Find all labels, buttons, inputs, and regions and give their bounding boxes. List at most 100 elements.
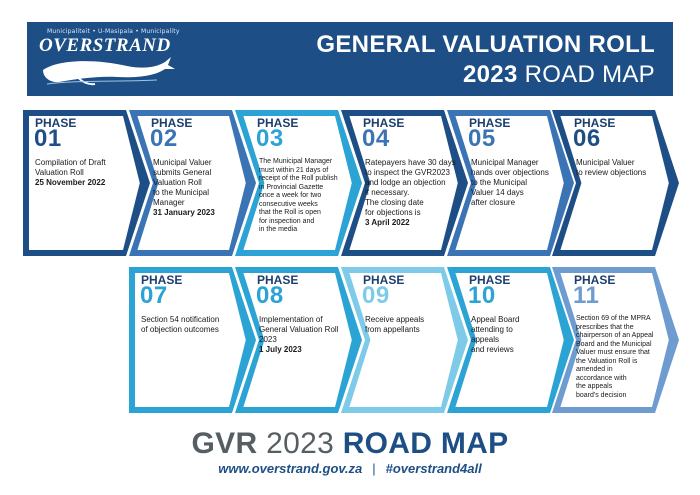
phase-10: PHASE 10 Appeal Board attending to appeals an… — [447, 267, 574, 413]
phase-text-line: Board and the Municipal — [576, 340, 652, 348]
phase-text-line: and reviews — [471, 345, 514, 354]
phase-label: PHASE — [141, 273, 183, 287]
phase-description: Compilation of Draft Valuation Roll 25 Nov… — [35, 158, 131, 188]
header-banner: Municipaliteit • U-Masipala • Municipali… — [27, 22, 673, 96]
phase-label: PHASE — [574, 116, 616, 130]
phase-description: Receive appeals from appellants — [365, 315, 461, 335]
phase-text-line: board's decision — [576, 391, 627, 399]
phase-text-line: attending to — [471, 325, 513, 334]
phase-01: PHASE 01 Compilation of Draft Valuation Rol… — [23, 110, 150, 256]
phase-04: PHASE 04 Ratepayers have 30 days to inspect… — [341, 110, 468, 256]
phase-text-line: submits General — [153, 168, 212, 177]
phase-chevron-shape — [129, 267, 256, 413]
phase-07: PHASE 07 Section 54 notification of objecti… — [129, 267, 256, 413]
phase-date: 3 April 2022 — [365, 218, 410, 227]
phase-text-line: prescribes that the — [576, 323, 634, 331]
phase-label: PHASE — [151, 116, 193, 130]
phase-label: PHASE — [35, 116, 77, 130]
phase-number: 09 — [362, 282, 390, 309]
phase-number: 03 — [256, 125, 284, 152]
phase-text-line: to inspect the GVR2023 — [365, 168, 450, 177]
phase-chevron-shape — [235, 110, 362, 256]
overstrand-logo[interactable]: Municipaliteit • U-Masipala • Municipali… — [37, 28, 187, 90]
phase-description: Section 54 notification of objection outc… — [141, 315, 237, 335]
phase-text-line: hands over objections — [471, 168, 549, 177]
phase-text-line: Receive appeals — [365, 315, 425, 324]
phase-description: Municipal Valuer to review objections — [576, 158, 672, 178]
phase-description: The Municipal Manager must within 21 days… — [259, 158, 353, 235]
phase-text-line: in the media — [259, 226, 298, 233]
phase-text-line: chairperson of an Appeal — [576, 332, 654, 339]
main-subtitle: 2023 ROAD MAP — [463, 61, 655, 89]
phase-number: 11 — [573, 282, 600, 309]
phase-chevron-shape — [235, 267, 362, 413]
phase-label: PHASE — [574, 273, 616, 287]
phase-number: 07 — [140, 282, 168, 309]
phase-description: Section 69 of the MPRA prescribes that th… — [576, 315, 670, 400]
phase-text-line: Manager — [153, 198, 185, 207]
phase-text-line: Valuation Roll — [153, 178, 202, 187]
phase-chevron-shape — [341, 267, 468, 413]
phase-label: PHASE — [469, 116, 511, 130]
phase-text-line: to the Municipal — [471, 178, 528, 187]
phase-text-line: in Provincial Gazette — [259, 183, 324, 191]
phase-date: 1 July 2023 — [259, 345, 302, 354]
subtitle-year: 2023 — [463, 61, 518, 88]
hashtag-link[interactable]: #overstrand4all — [385, 461, 482, 476]
phase-text-line: The closing date — [365, 198, 424, 207]
phase-text-line: Municipal Valuer — [153, 158, 212, 167]
phase-label: PHASE — [363, 273, 405, 287]
main-title: GENERAL VALUATION ROLL — [316, 31, 655, 58]
phase-label: PHASE — [257, 273, 299, 287]
logo-name: OVERSTRAND — [39, 35, 171, 56]
phase-text-line: Ratepayers have 30 days — [365, 158, 456, 167]
phase-02: PHASE 02 Municipal Valuer submits General Va… — [129, 110, 256, 256]
phase-text-line: Municipal Valuer — [576, 158, 635, 167]
footer-links: www.overstrand.gov.za | #overstrand4all — [0, 461, 700, 476]
phase-text-line: from appellants — [365, 325, 420, 334]
phase-description: Appeal Board attending to appeals and revie… — [471, 315, 567, 355]
website-link[interactable]: www.overstrand.gov.za — [218, 461, 363, 476]
phase-text-line: appeals — [471, 335, 500, 344]
phase-05: PHASE 05 Municipal Manager hands over objec… — [447, 110, 574, 256]
phase-number: 04 — [362, 125, 390, 152]
phase-text-line: of objection outcomes — [141, 325, 219, 334]
phase-text-line: General Valuation Roll — [259, 325, 339, 334]
phase-chevron-shape — [447, 267, 574, 413]
phase-text-line: consecutive weeks — [259, 200, 318, 208]
phase-text-line: accordance with — [576, 374, 627, 382]
phase-text-line: amended in — [576, 366, 613, 373]
phase-08: PHASE 08 Implementation of General Valuatio… — [235, 267, 362, 413]
footer-separator: | — [372, 461, 376, 476]
phase-number: 10 — [468, 282, 496, 309]
phase-text-line: Implementation of — [259, 315, 323, 324]
phase-date: 25 November 2022 — [35, 178, 106, 187]
phase-text-line: if necessary. — [365, 188, 410, 197]
phase-text-line: must within 21 days of — [259, 166, 329, 174]
phase-text-line: receipt of the Roll publish — [259, 175, 338, 182]
phase-number: 02 — [150, 125, 178, 152]
phase-09: PHASE 09 Receive appeals from appellants — [341, 267, 468, 413]
phase-text-line: after closure — [471, 198, 516, 207]
phase-date: 31 January 2023 — [153, 208, 215, 217]
footer-title-roadmap: ROAD MAP — [342, 427, 509, 460]
phase-chevron-shape — [23, 110, 150, 256]
phase-label: PHASE — [469, 273, 511, 287]
phase-chevron-shape — [129, 110, 256, 256]
phase-text-line: Municipal Manager — [471, 158, 539, 167]
phase-11: PHASE 11 Section 69 of the MPRA prescribes … — [552, 267, 679, 413]
phase-text-line: to review objections — [576, 168, 647, 177]
phase-text-line: Valuer must ensure that — [576, 349, 650, 356]
phase-description: Ratepayers have 30 days to inspect the GV… — [365, 158, 461, 228]
phase-description: Municipal Valuer submits General Valuation… — [153, 158, 249, 218]
phase-description: Implementation of General Valuation Roll 2… — [259, 315, 355, 355]
phase-text-line: Compilation of Draft — [35, 158, 106, 167]
logo-tagline: Municipaliteit • U-Masipala • Municipali… — [47, 28, 180, 35]
phase-text-line: for inspection and — [259, 217, 315, 225]
phase-text-line: and lodge an objection — [365, 178, 446, 187]
phase-label: PHASE — [257, 116, 299, 130]
phase-number: 08 — [256, 282, 284, 309]
phase-text-line: for objections is — [365, 208, 421, 217]
phase-text-line: 2023 — [259, 335, 277, 344]
phase-text-line: the appeals — [576, 383, 613, 390]
